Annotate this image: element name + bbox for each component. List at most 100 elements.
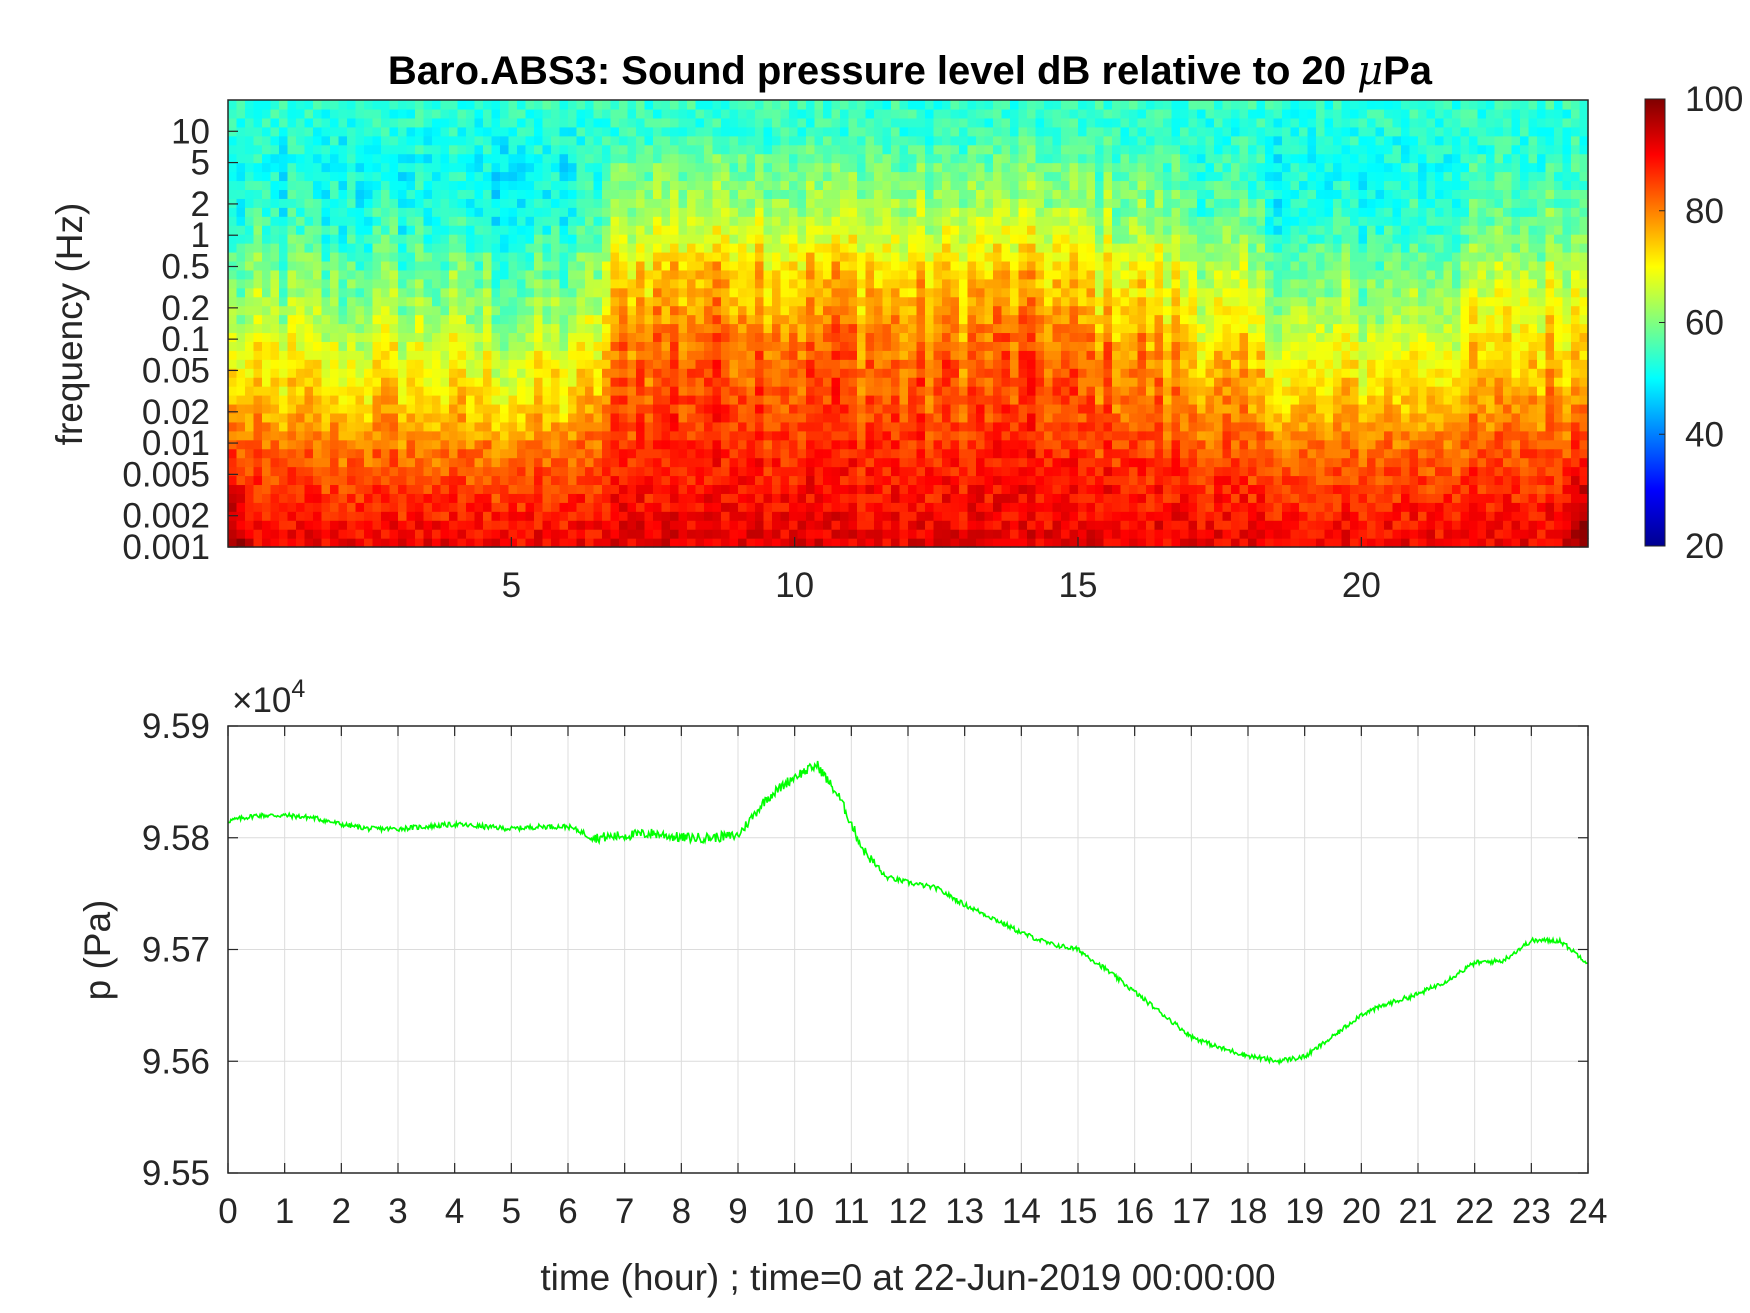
spectrogram-cell — [967, 180, 977, 190]
spectrogram-cell — [1061, 198, 1071, 208]
spectrogram-cell — [1001, 395, 1011, 405]
spectrogram-cell — [585, 430, 595, 441]
spectrogram-cell — [950, 484, 960, 494]
spectrogram-cell — [355, 117, 365, 128]
spectrogram-cell — [389, 475, 399, 486]
spectrogram-cell — [347, 359, 357, 369]
spectrogram-cell — [661, 225, 671, 235]
spectrogram-cell — [525, 439, 535, 450]
spectrogram-cell — [1035, 332, 1045, 342]
spectrogram-cell — [780, 332, 790, 342]
spectrogram-cell — [857, 296, 867, 307]
spectrogram-cell — [525, 529, 535, 539]
spectrogram-cell — [432, 502, 442, 512]
spectrogram-cell — [500, 126, 510, 137]
spectrogram-cell — [236, 216, 246, 226]
spectrogram-cell — [245, 502, 255, 512]
spectrogram-cell — [372, 135, 382, 146]
spectrogram-cell — [500, 171, 510, 182]
spectrogram-cell — [551, 359, 561, 369]
spectrogram-cell — [789, 475, 799, 486]
spectrogram-cell — [746, 529, 756, 539]
spectrogram-cell — [1052, 117, 1062, 128]
spectrogram-cell — [933, 520, 943, 530]
spectrogram-cell — [602, 403, 612, 414]
spectrogram-cell — [508, 511, 518, 521]
spectrogram-cell — [296, 314, 306, 325]
spectrogram-cell — [483, 144, 493, 155]
spectrogram-cell — [874, 260, 884, 271]
spectrogram-cell — [942, 260, 952, 271]
spectrogram-cell — [1010, 287, 1020, 298]
spectrogram-cell — [755, 430, 765, 441]
spectrogram-cell — [704, 144, 714, 155]
spectrogram-cell — [287, 511, 297, 521]
spectrogram-cell — [627, 269, 637, 280]
spectrogram-cell — [287, 332, 297, 342]
spectrogram-cell — [525, 251, 535, 262]
spectrogram-cell — [942, 162, 952, 173]
spectrogram-cell — [576, 359, 586, 369]
spectrogram-cell — [721, 108, 731, 119]
spectrogram-cell — [347, 350, 357, 360]
spectrogram-cell — [882, 493, 892, 503]
spectrogram-cell — [704, 511, 714, 521]
spectrogram-cell — [534, 538, 544, 548]
spectrogram-cell — [279, 251, 289, 262]
spectrogram-cell — [406, 260, 416, 271]
spectrogram-cell — [967, 386, 977, 396]
spectrogram-cell — [1010, 448, 1020, 459]
spectrogram-cell — [559, 135, 569, 146]
spectrogram-cell — [857, 511, 867, 521]
spectrogram-cell — [1001, 493, 1011, 503]
spectrogram-cell — [993, 287, 1003, 298]
spectrogram-cell — [576, 171, 586, 182]
spectrogram-cell — [942, 207, 952, 217]
spectrogram-cell — [1001, 260, 1011, 271]
spectrogram-cell — [865, 475, 875, 486]
spectrogram-cell — [287, 412, 297, 423]
spectrogram-cell — [636, 475, 646, 486]
spectrogram-cell — [857, 368, 867, 378]
spectrogram-cell — [857, 386, 867, 396]
spectrogram-cell — [253, 251, 263, 262]
spectrogram-cell — [568, 341, 578, 351]
spectrogram-cell — [738, 278, 748, 289]
spectrogram-cell — [415, 430, 425, 441]
spectrogram-cell — [721, 269, 731, 280]
spectrogram-cell — [1018, 144, 1028, 155]
spectrogram-cell — [865, 511, 875, 521]
spectrogram-cell — [695, 421, 705, 432]
spectrogram-cell — [882, 538, 892, 548]
spectrogram-cell — [449, 100, 459, 110]
spectrogram-cell — [398, 171, 408, 182]
spectrogram-cell — [857, 251, 867, 262]
spectrogram-cell — [950, 323, 960, 334]
spectrogram-cell — [415, 269, 425, 280]
spectrogram-cell — [1001, 377, 1011, 387]
spectrogram-cell — [542, 439, 552, 450]
spectrogram-cell — [1061, 323, 1071, 334]
spectrogram-cell — [967, 484, 977, 494]
spectrogram-cell — [729, 359, 739, 369]
spectrogram-cell — [338, 421, 348, 432]
spectrogram-cell — [746, 171, 756, 182]
spectrogram-cell — [330, 475, 340, 486]
spectrogram-cell — [644, 323, 654, 334]
spectrogram-cell — [1052, 198, 1062, 208]
spectrogram-cell — [287, 421, 297, 432]
spectrogram-cell — [831, 296, 841, 307]
spectrogram-cell — [687, 216, 697, 226]
spectrogram-cell — [806, 520, 816, 530]
spectrogram-cell — [797, 395, 807, 405]
spectrogram-cell — [610, 278, 620, 289]
spectrogram-cell — [347, 341, 357, 351]
spectrogram-cell — [525, 171, 535, 182]
spectrogram-cell — [398, 251, 408, 262]
spectrogram-cell — [593, 529, 603, 539]
spectrogram-cell — [899, 430, 909, 441]
spectrogram-cell — [959, 475, 969, 486]
spectrogram-cell — [449, 341, 459, 351]
spectrogram-cell — [347, 135, 357, 146]
spectrogram-cell — [891, 287, 901, 298]
